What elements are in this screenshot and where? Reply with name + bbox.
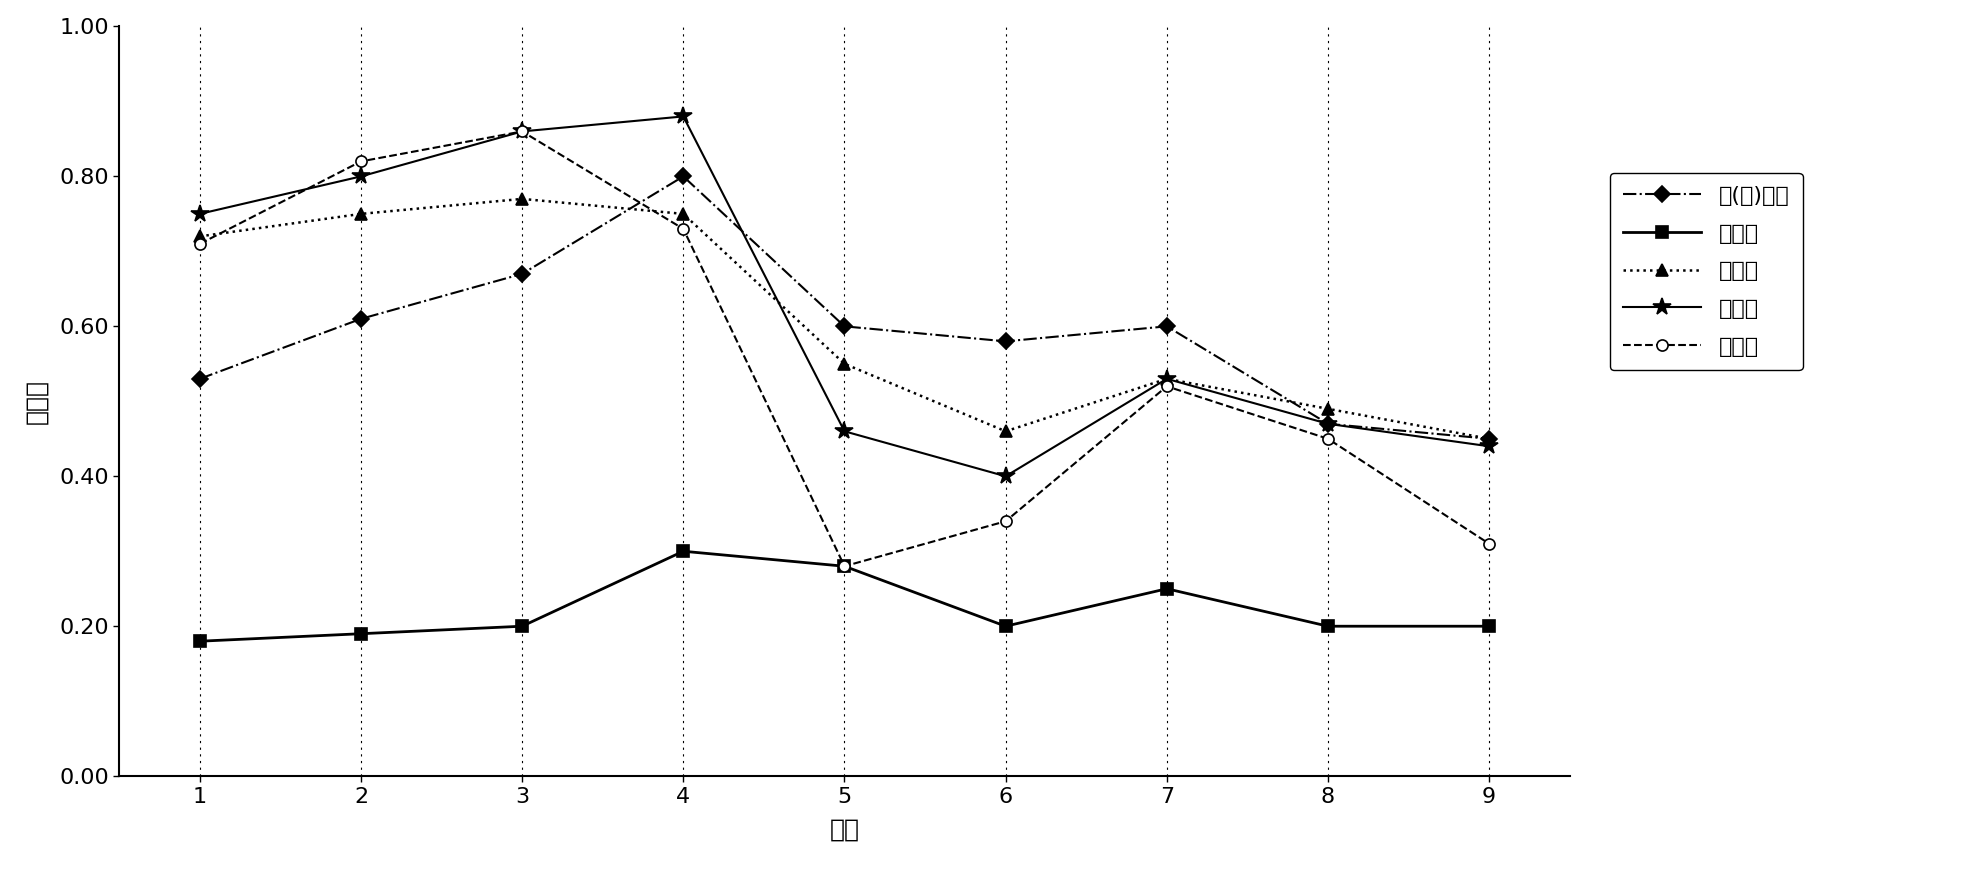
- 明矾石: [833, 561, 856, 572]
- 高岭石: [1154, 374, 1178, 385]
- 蒙脱石: [1476, 434, 1500, 445]
- 白(绹)云母: [189, 374, 213, 385]
- 白(绹)云母: [1154, 321, 1178, 332]
- 伊利石: [833, 561, 856, 572]
- 蒙脱石: [511, 193, 535, 204]
- 蒙脱石: [189, 231, 213, 242]
- 伊利石: [350, 628, 374, 639]
- 高岭石: [994, 471, 1017, 482]
- 明矾石: [672, 223, 695, 234]
- 伊利石: [994, 621, 1017, 632]
- Line: 蒙脱石: 蒙脱石: [195, 193, 1494, 445]
- X-axis label: 波段: 波段: [829, 818, 860, 841]
- 高岭石: [511, 126, 535, 137]
- 明矾石: [1315, 434, 1339, 445]
- Line: 高岭石: 高岭石: [191, 108, 1498, 485]
- Legend: 白(绹)云母, 伊利石, 蒙脱石, 高岭石, 明矾石: 白(绹)云母, 伊利石, 蒙脱石, 高岭石, 明矾石: [1609, 173, 1802, 370]
- 伊利石: [672, 546, 695, 557]
- 蒙脱石: [672, 208, 695, 219]
- 伊利石: [1154, 584, 1178, 594]
- Y-axis label: 反射率: 反射率: [24, 378, 48, 424]
- 明矾石: [189, 239, 213, 250]
- 高岭石: [833, 426, 856, 437]
- 蒙脱石: [350, 208, 374, 219]
- 高岭石: [350, 171, 374, 182]
- 明矾石: [994, 516, 1017, 527]
- 明矾石: [1476, 538, 1500, 549]
- 白(绹)云母: [511, 268, 535, 279]
- 明矾石: [511, 126, 535, 137]
- 白(绹)云母: [1476, 434, 1500, 445]
- 伊利石: [189, 636, 213, 647]
- 蒙脱石: [1154, 374, 1178, 385]
- 高岭石: [1476, 441, 1500, 452]
- Line: 明矾石: 明矾石: [195, 126, 1494, 572]
- 白(绹)云母: [994, 336, 1017, 347]
- 明矾石: [350, 156, 374, 167]
- 高岭石: [189, 208, 213, 219]
- 白(绹)云母: [350, 314, 374, 325]
- 高岭石: [672, 111, 695, 122]
- 高岭石: [1315, 419, 1339, 430]
- 蒙脱石: [1315, 404, 1339, 415]
- 白(绹)云母: [833, 321, 856, 332]
- 蒙脱石: [994, 426, 1017, 437]
- 伊利石: [511, 621, 535, 632]
- 伊利石: [1315, 621, 1339, 632]
- Line: 伊利石: 伊利石: [195, 546, 1494, 647]
- 蒙脱石: [833, 359, 856, 370]
- 伊利石: [1476, 621, 1500, 632]
- 白(绹)云母: [672, 171, 695, 182]
- 白(绹)云母: [1315, 419, 1339, 430]
- 明矾石: [1154, 381, 1178, 392]
- Line: 白(绹)云母: 白(绹)云母: [195, 171, 1494, 445]
